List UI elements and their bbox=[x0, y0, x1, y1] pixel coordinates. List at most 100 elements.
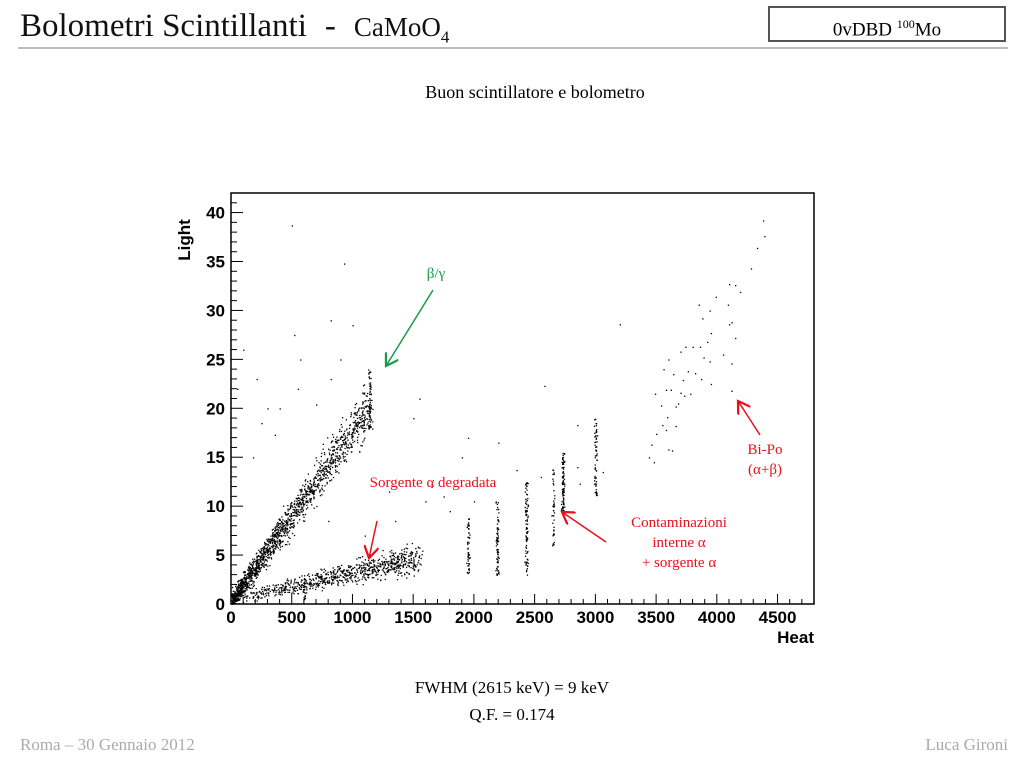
data-point bbox=[314, 485, 317, 488]
data-point bbox=[344, 430, 346, 432]
data-point bbox=[336, 575, 339, 577]
data-point bbox=[237, 580, 240, 582]
data-point bbox=[341, 446, 343, 448]
data-point bbox=[361, 561, 363, 563]
data-point bbox=[231, 600, 233, 602]
data-point bbox=[524, 506, 526, 509]
data-point bbox=[294, 500, 296, 502]
data-point bbox=[305, 490, 307, 492]
data-point bbox=[322, 578, 324, 580]
data-point bbox=[552, 505, 554, 507]
data-point bbox=[281, 522, 284, 525]
data-point bbox=[303, 599, 306, 601]
data-point bbox=[337, 569, 339, 571]
data-point bbox=[400, 556, 403, 559]
data-point bbox=[285, 527, 287, 530]
data-point bbox=[369, 556, 372, 558]
data-point bbox=[283, 520, 286, 522]
data-point bbox=[330, 459, 332, 461]
data-point bbox=[290, 513, 292, 515]
data-point bbox=[579, 483, 581, 485]
data-point bbox=[699, 346, 702, 348]
data-point bbox=[562, 499, 565, 501]
data-point bbox=[495, 501, 497, 503]
data-point bbox=[302, 591, 304, 593]
data-point bbox=[366, 573, 368, 576]
data-point bbox=[262, 553, 265, 555]
data-point bbox=[274, 531, 276, 533]
data-point bbox=[392, 558, 394, 560]
data-point bbox=[251, 568, 253, 571]
data-point bbox=[354, 428, 356, 430]
data-point bbox=[292, 508, 294, 511]
data-point bbox=[368, 383, 371, 385]
data-point bbox=[525, 544, 528, 547]
data-point bbox=[298, 576, 301, 579]
data-point bbox=[274, 526, 276, 528]
data-point bbox=[350, 416, 352, 418]
data-point bbox=[392, 554, 395, 556]
data-point bbox=[241, 586, 243, 589]
data-point bbox=[467, 556, 469, 558]
data-point bbox=[304, 595, 306, 597]
data-point bbox=[343, 263, 346, 265]
data-point bbox=[258, 591, 260, 593]
data-point bbox=[249, 579, 251, 581]
data-point bbox=[341, 580, 344, 582]
data-point bbox=[267, 588, 270, 591]
data-point bbox=[317, 470, 319, 472]
data-point bbox=[335, 455, 337, 457]
data-point bbox=[305, 495, 308, 497]
data-point bbox=[232, 600, 234, 602]
data-point bbox=[258, 564, 261, 567]
data-point bbox=[281, 590, 283, 592]
data-point bbox=[337, 570, 339, 573]
data-point bbox=[368, 425, 371, 427]
data-point bbox=[327, 477, 329, 479]
data-point bbox=[291, 523, 293, 525]
data-point bbox=[273, 542, 276, 544]
data-point bbox=[336, 471, 338, 473]
data-point bbox=[380, 579, 382, 582]
data-point bbox=[239, 599, 241, 601]
data-point bbox=[368, 573, 371, 576]
data-point bbox=[414, 566, 417, 568]
data-point bbox=[326, 459, 328, 462]
data-point bbox=[336, 576, 339, 579]
data-point bbox=[525, 564, 527, 566]
data-point bbox=[329, 472, 331, 474]
data-point bbox=[525, 483, 527, 485]
data-point bbox=[285, 588, 287, 590]
data-point bbox=[319, 577, 322, 579]
data-point bbox=[283, 534, 285, 537]
data-point bbox=[496, 558, 498, 560]
data-point bbox=[265, 548, 267, 550]
data-point bbox=[595, 446, 597, 448]
data-point bbox=[344, 437, 347, 439]
data-point bbox=[261, 422, 263, 425]
data-point bbox=[313, 464, 316, 467]
data-point bbox=[497, 550, 499, 552]
data-point bbox=[291, 522, 293, 525]
data-point bbox=[267, 592, 270, 594]
data-point bbox=[312, 484, 315, 486]
data-point bbox=[739, 291, 742, 294]
data-point bbox=[525, 501, 527, 503]
data-point bbox=[329, 467, 332, 470]
data-point bbox=[283, 528, 285, 531]
data-point bbox=[391, 563, 393, 565]
data-point bbox=[338, 454, 340, 457]
data-point bbox=[362, 403, 364, 405]
data-point bbox=[278, 527, 281, 529]
data-point bbox=[337, 584, 339, 587]
data-point bbox=[525, 528, 528, 530]
data-point bbox=[252, 563, 255, 565]
data-point bbox=[316, 460, 318, 462]
data-point bbox=[336, 436, 338, 438]
data-point bbox=[467, 560, 469, 562]
data-point bbox=[270, 558, 273, 560]
data-point bbox=[249, 577, 251, 579]
data-point bbox=[264, 596, 266, 598]
data-point bbox=[370, 419, 373, 421]
data-point bbox=[399, 572, 402, 574]
